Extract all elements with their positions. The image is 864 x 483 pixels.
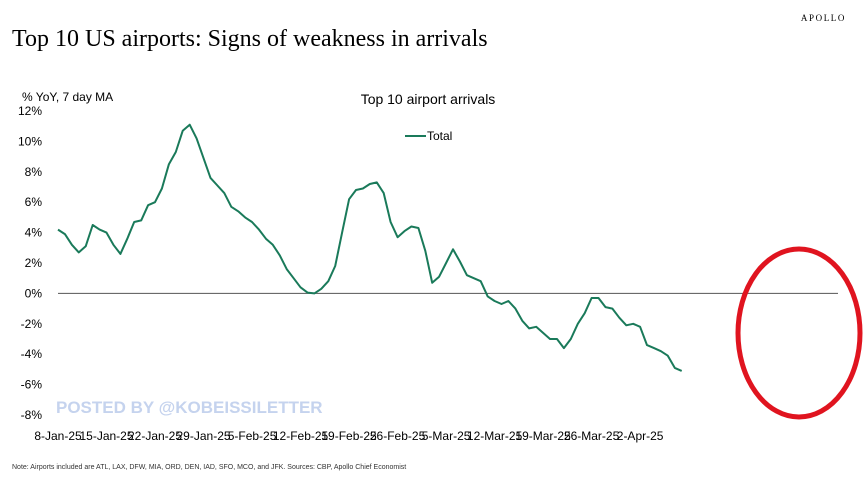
y-tick-label: -6% — [21, 378, 43, 392]
y-tick-label: 12% — [18, 104, 42, 118]
y-tick-label: 2% — [25, 256, 43, 270]
series-line-total — [57, 123, 683, 372]
x-tick-label: 12-Feb-25 — [273, 429, 329, 443]
legend-label-total: Total — [427, 129, 452, 143]
y-tick-label: -2% — [21, 317, 43, 331]
y-tick-label: 10% — [18, 134, 42, 148]
y-tick-label: -4% — [21, 347, 43, 361]
legend: Total — [405, 129, 452, 143]
page-title: Top 10 US airports: Signs of weakness in… — [12, 26, 488, 52]
y-axis-unit-label: % YoY, 7 day MA — [22, 90, 114, 104]
x-tick-label: 15-Jan-25 — [79, 429, 133, 443]
x-tick-label: 5-Feb-25 — [228, 429, 277, 443]
x-tick-label: 19-Mar-25 — [515, 429, 571, 443]
x-tick-label: 12-Mar-25 — [467, 429, 523, 443]
y-tick-label: 0% — [25, 286, 43, 300]
x-tick-label: 26-Mar-25 — [564, 429, 620, 443]
watermark: POSTED BY @KOBEISSILETTER — [56, 398, 323, 417]
y-tick-label: -8% — [21, 408, 43, 422]
apollo-logo: APOLLO — [800, 13, 846, 23]
y-tick-label: 8% — [25, 165, 43, 179]
y-tick-label: 4% — [25, 226, 43, 240]
x-tick-label: 26-Feb-25 — [370, 429, 426, 443]
x-axis: 8-Jan-2515-Jan-2522-Jan-2529-Jan-255-Feb… — [34, 429, 663, 443]
y-tick-label: 6% — [25, 195, 43, 209]
highlight-ellipse — [735, 246, 863, 420]
x-tick-label: 29-Jan-25 — [177, 429, 231, 443]
chart-title: Top 10 airport arrivals — [361, 91, 496, 107]
y-axis: -8% -6% -4% -2% 0% 2% 4% 6% 8% 10% 12% — [18, 104, 42, 422]
x-tick-label: 2-Apr-25 — [617, 429, 664, 443]
x-tick-label: 5-Mar-25 — [422, 429, 471, 443]
series-group — [57, 123, 683, 372]
footnote: Note: Airports included are ATL, LAX, DF… — [12, 464, 407, 471]
x-tick-label: 22-Jan-25 — [128, 429, 182, 443]
x-tick-label: 19-Feb-25 — [321, 429, 377, 443]
x-tick-label: 8-Jan-25 — [34, 429, 82, 443]
